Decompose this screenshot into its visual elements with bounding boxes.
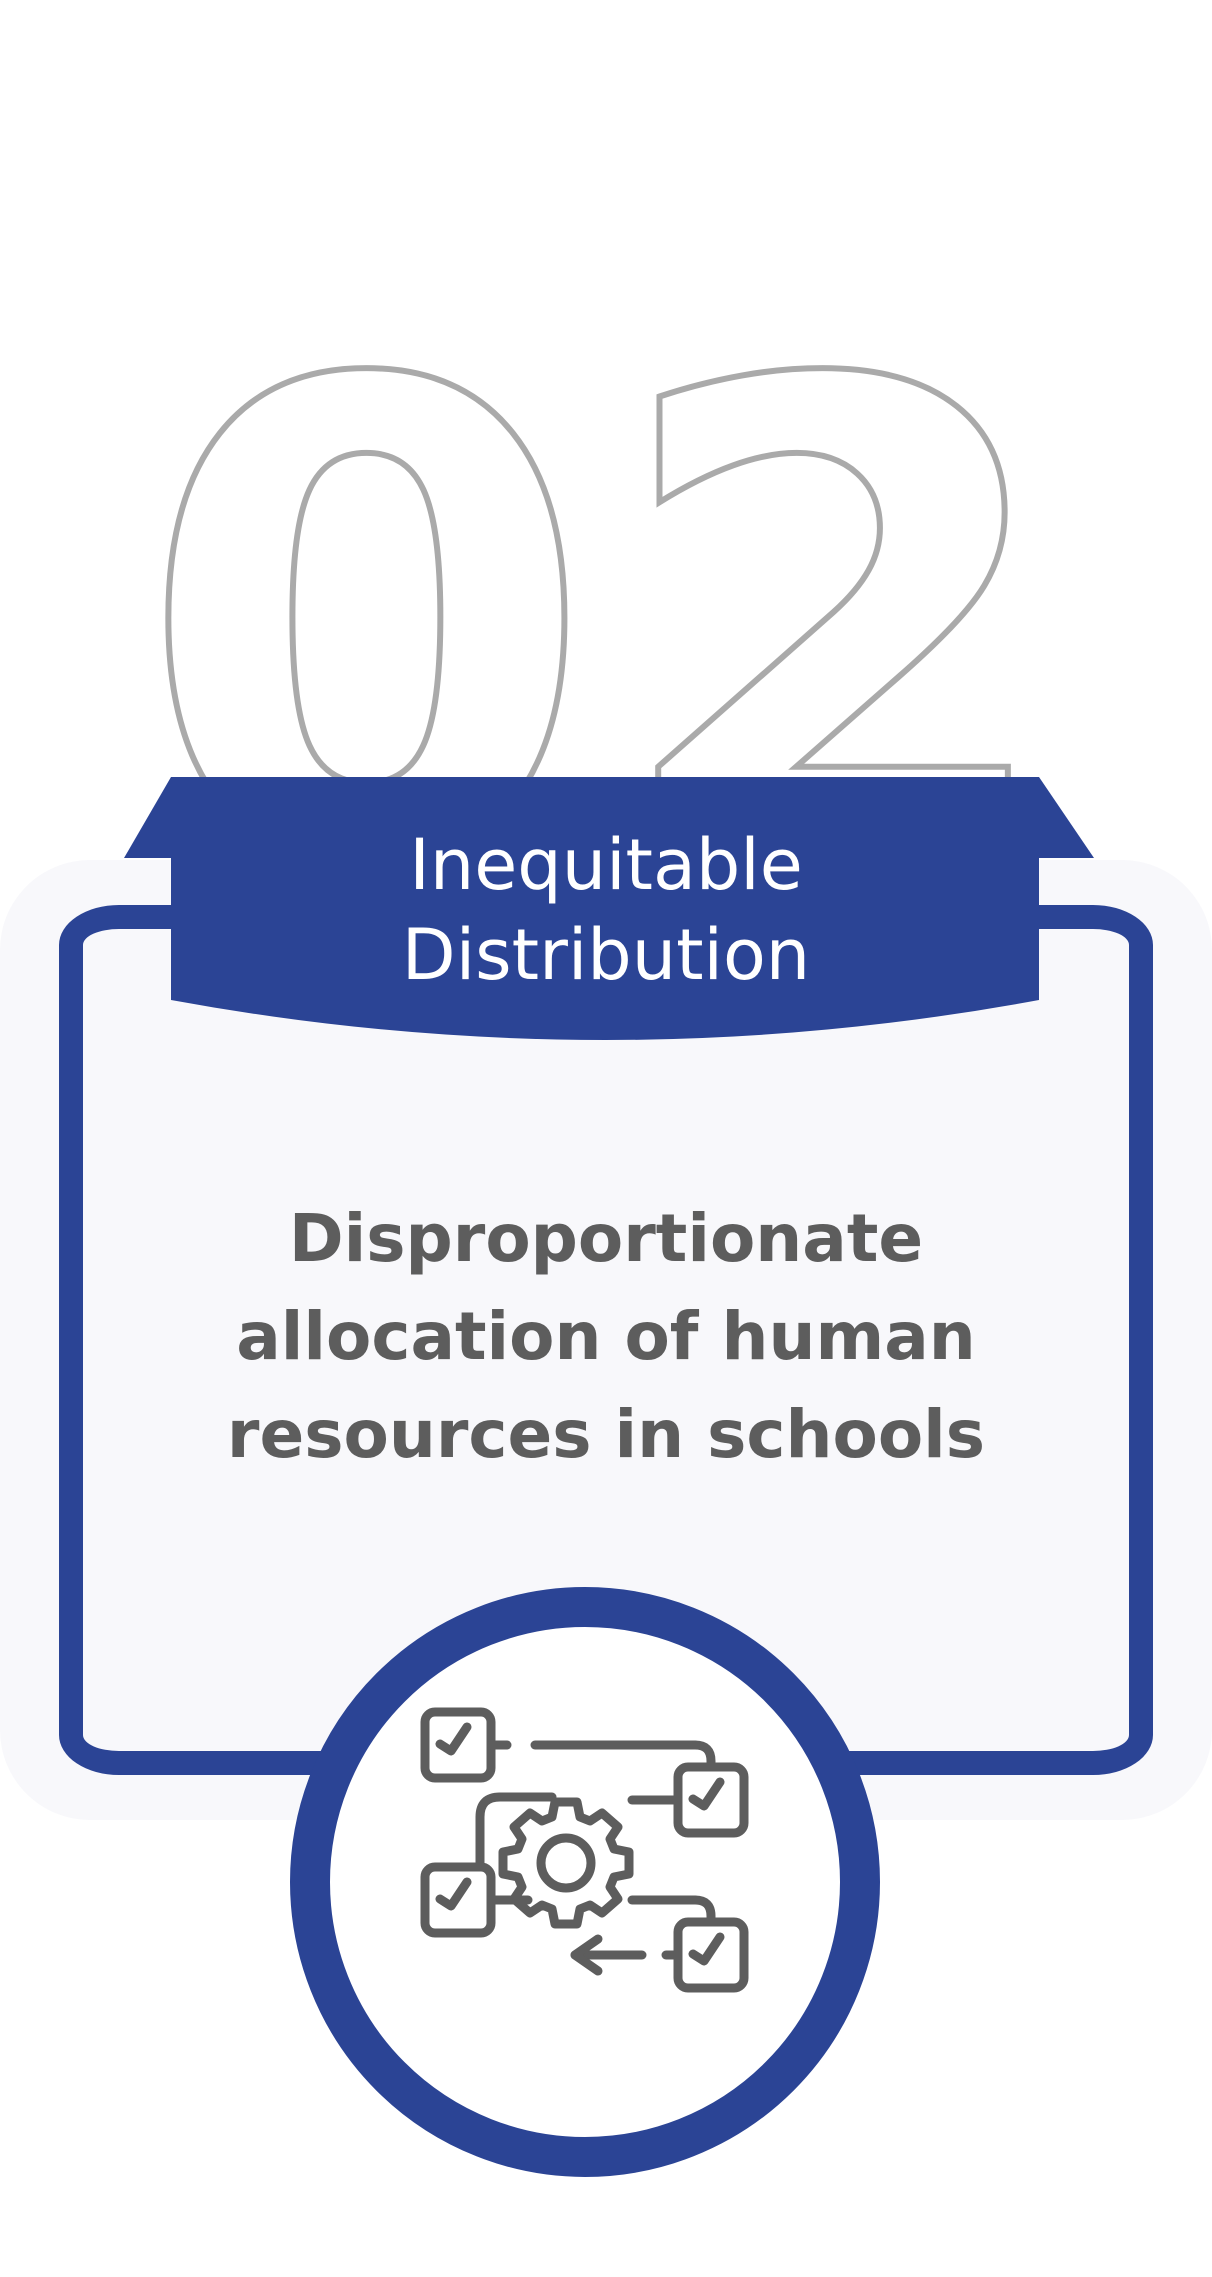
checkmark-icon (688, 1932, 725, 1966)
ribbon-banner (171, 777, 1039, 1040)
card-description: Disproportionate allocation of human res… (150, 1190, 1062, 1484)
gear-icon (498, 1797, 634, 1929)
icon-circle (290, 1587, 880, 2177)
card-title-line: Inequitable (409, 824, 803, 906)
card-description-line: resources in schools (226, 1396, 986, 1473)
checkmark-icon (688, 1777, 725, 1811)
ribbon-right-fold (1039, 777, 1094, 858)
card-title: Inequitable Distribution (171, 820, 1041, 1000)
arrow-left-icon (570, 1934, 647, 1976)
card-description-line: allocation of human (236, 1298, 976, 1375)
ribbon-left-fold (124, 777, 171, 858)
title-ribbon (124, 777, 1094, 1040)
card-title-line: Distribution (401, 914, 811, 996)
card-description-line: Disproportionate (288, 1200, 924, 1277)
checkmark-icon (435, 1877, 472, 1911)
checkmark-icon (435, 1722, 472, 1756)
workflow-gear-checklist-icon (420, 1707, 749, 1993)
